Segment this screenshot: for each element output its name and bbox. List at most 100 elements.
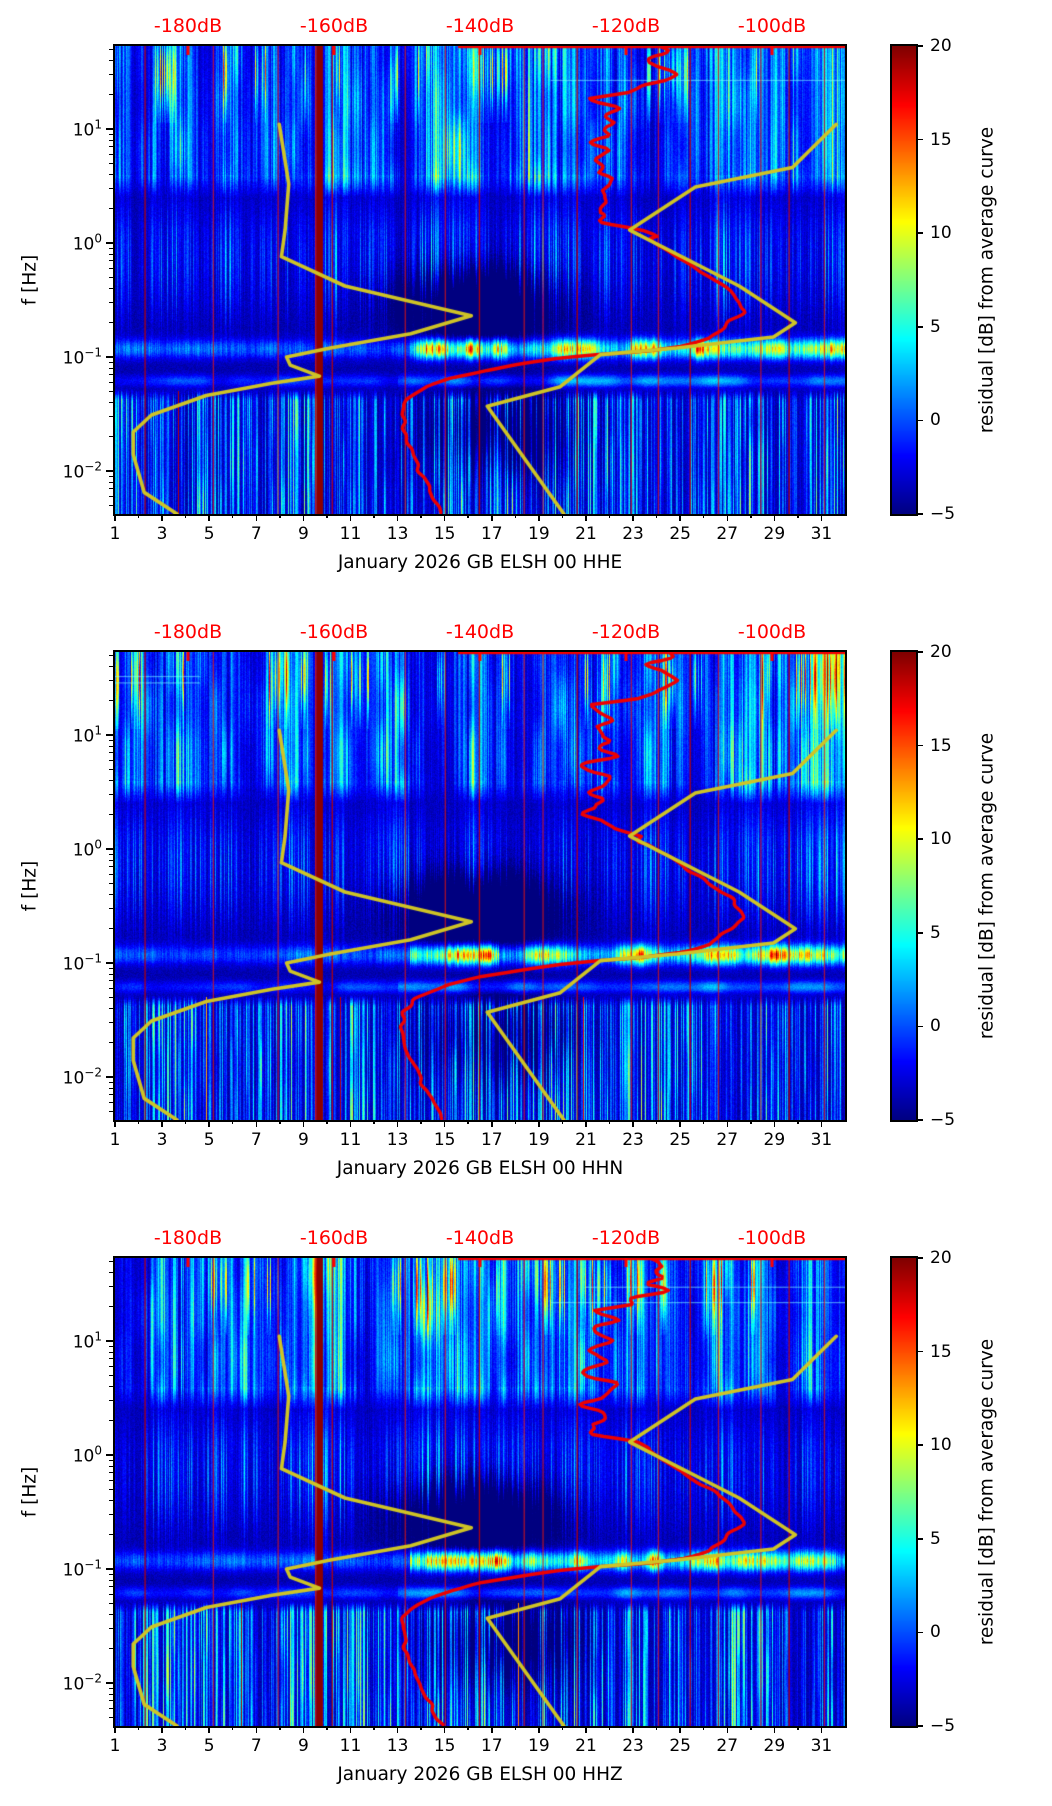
x-axis-tick xyxy=(702,1120,705,1124)
x-axis-tick xyxy=(161,514,163,521)
x-axis-tick xyxy=(396,1120,399,1127)
top-axis-tick-label: -100dB xyxy=(737,621,807,643)
spectrogram-panel-hhz: f [Hz] residual [dB] from average curve … xyxy=(0,1214,1052,1806)
y-axis-minor-tick xyxy=(109,973,113,975)
x-axis-tick xyxy=(702,1726,705,1730)
x-axis-tick-label: 15 xyxy=(433,1130,456,1150)
x-axis-tick-label: 9 xyxy=(297,1130,309,1150)
x-axis-tick-label: 19 xyxy=(528,1130,550,1150)
top-axis-tick-label: -180dB xyxy=(153,15,223,37)
x-axis-tick xyxy=(326,514,328,518)
y-axis-minor-tick xyxy=(109,768,113,770)
x-axis-tick xyxy=(279,514,281,518)
x-axis-tick xyxy=(797,1726,799,1730)
x-axis-tick-label: 17 xyxy=(480,1130,503,1150)
colorbar-tick-label: 20 xyxy=(930,642,952,662)
x-axis-tick-label: 31 xyxy=(810,1130,833,1150)
y-axis-minor-tick xyxy=(109,1700,113,1702)
y-axis-minor-tick xyxy=(109,381,113,383)
colorbar-tick xyxy=(918,1725,923,1727)
x-axis-tick xyxy=(231,1726,234,1730)
y-axis-minor-tick xyxy=(109,1420,113,1422)
x-axis-tick-label: 7 xyxy=(250,1736,262,1756)
y-axis-minor-tick xyxy=(109,390,113,392)
y-axis-tick xyxy=(106,962,113,964)
colorbar-tick xyxy=(918,138,923,141)
x-axis-tick-label: 13 xyxy=(386,1736,409,1756)
y-axis-minor-tick xyxy=(109,208,113,210)
colorbar-tick xyxy=(918,1444,923,1446)
colorbar-tick xyxy=(918,1257,923,1259)
y-axis-tick xyxy=(106,1076,113,1078)
x-axis-tick xyxy=(750,514,752,518)
y-axis-minor-tick xyxy=(109,794,113,796)
top-axis-tick-label: -140dB xyxy=(445,1227,515,1249)
x-axis-tick xyxy=(702,514,705,518)
colorbar-label: residual [dB] from average curve xyxy=(976,732,998,1040)
y-axis-minor-tick xyxy=(109,1586,113,1588)
y-axis-label: f [Hz] xyxy=(19,254,41,306)
y-axis-minor-tick xyxy=(109,779,113,781)
y-axis-minor-tick xyxy=(109,267,113,269)
y-axis-minor-tick xyxy=(109,416,113,418)
x-axis-tick-label: 31 xyxy=(810,1736,833,1756)
y-axis-tick-label: 10−1 xyxy=(62,345,102,369)
y-axis-minor-tick xyxy=(109,1579,113,1581)
colorbar-tick xyxy=(918,513,923,515)
x-axis-tick xyxy=(491,1726,493,1733)
y-axis-minor-tick xyxy=(109,1628,113,1630)
colorbar-tick-label: 0 xyxy=(930,410,941,431)
y-axis-minor-tick xyxy=(109,322,113,324)
colorbar-tick-label: 20 xyxy=(930,36,952,56)
y-axis-tick-label: 10−1 xyxy=(62,951,102,975)
y-axis-minor-tick xyxy=(109,654,113,656)
y-axis-minor-tick xyxy=(109,1472,113,1474)
y-axis-minor-tick xyxy=(109,287,113,289)
x-axis-tick-label: 1 xyxy=(109,1736,121,1756)
x-axis-tick xyxy=(514,1726,517,1730)
y-axis-tick xyxy=(106,242,113,244)
x-axis-tick xyxy=(679,1726,681,1733)
y-axis-minor-tick xyxy=(109,1465,113,1467)
x-axis-tick xyxy=(585,1120,587,1127)
y-axis-tick xyxy=(106,1340,113,1342)
x-axis-tick-label: 21 xyxy=(575,1736,597,1756)
x-axis-tick-label: 19 xyxy=(528,1736,550,1756)
y-axis-minor-tick xyxy=(109,859,113,861)
x-axis-tick xyxy=(184,514,187,518)
y-axis-minor-tick xyxy=(109,1365,113,1367)
y-axis-tick-label: 10−2 xyxy=(62,1671,102,1695)
x-axis-tick xyxy=(396,514,399,521)
y-axis-minor-tick xyxy=(109,1716,113,1718)
y-axis-minor-tick xyxy=(109,893,113,895)
y-axis-minor-tick xyxy=(109,188,113,190)
y-axis-minor-tick xyxy=(109,1593,113,1595)
y-axis-minor-tick xyxy=(109,739,113,741)
x-axis-tick-label: 15 xyxy=(433,524,456,544)
colorbar-tick-label: 0 xyxy=(930,1016,941,1037)
y-axis-minor-tick xyxy=(109,1707,113,1709)
top-axis-tick-label: -120dB xyxy=(591,15,661,37)
x-axis-tick xyxy=(467,1120,469,1124)
x-axis-tick-label: 3 xyxy=(156,1736,168,1756)
colorbar-tick-label: 10 xyxy=(930,829,952,850)
y-axis-minor-tick xyxy=(109,276,113,278)
y-axis-tick-label: 10−1 xyxy=(62,1557,102,1581)
y-axis-minor-tick xyxy=(109,374,113,376)
y-axis-minor-tick xyxy=(109,759,113,761)
x-axis-tick xyxy=(137,1726,140,1730)
x-axis-tick xyxy=(349,514,352,521)
y-axis-minor-tick xyxy=(109,1271,113,1273)
x-axis-tick xyxy=(373,1120,375,1124)
y-axis-minor-tick xyxy=(109,853,113,855)
y-axis-tick xyxy=(106,1682,113,1684)
y-axis-tick xyxy=(106,734,113,736)
x-axis-tick xyxy=(820,1120,823,1127)
y-axis-tick-label: 10−2 xyxy=(62,459,102,483)
x-axis-tick xyxy=(302,1120,305,1127)
colorbar-tick xyxy=(918,1119,923,1121)
top-axis-tick-label: -160dB xyxy=(299,1227,369,1249)
y-axis-minor-tick xyxy=(109,1081,113,1083)
y-axis-minor-tick xyxy=(109,94,113,96)
